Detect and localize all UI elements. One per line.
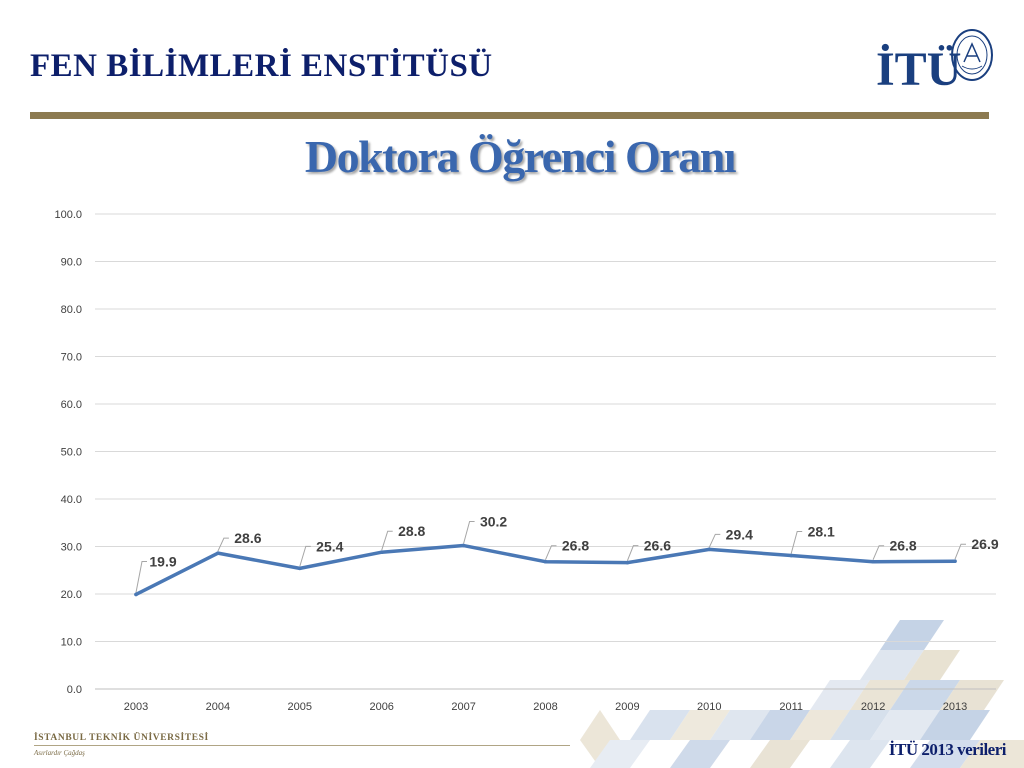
- data-point: [707, 547, 712, 552]
- data-label: 26.6: [644, 538, 671, 554]
- y-tick-label: 60.0: [61, 399, 82, 411]
- data-label: 28.6: [234, 530, 261, 546]
- data-point: [953, 559, 957, 564]
- x-tick-label: 2010: [697, 701, 721, 713]
- slide-title: Doktora Öğrenci Oranı: [304, 131, 737, 182]
- data-label-leader: [545, 545, 557, 560]
- data-point: [379, 550, 384, 554]
- data-label: 30.2: [480, 514, 507, 530]
- y-tick-label: 10.0: [61, 637, 82, 649]
- x-tick-label: 2006: [369, 701, 393, 713]
- header-rule: [30, 112, 989, 119]
- data-point: [216, 551, 220, 555]
- data-label: 26.8: [889, 538, 916, 554]
- data-label-leader: [381, 530, 393, 551]
- data-label: 25.4: [316, 538, 343, 554]
- x-tick-label: 2005: [288, 701, 312, 713]
- institute-title: FEN BİLİMLERİ ENSTİTÜSÜ: [30, 48, 493, 84]
- data-point: [298, 566, 302, 571]
- decorative-pattern: [580, 620, 1024, 768]
- y-tick-label: 100.0: [54, 209, 82, 221]
- data-point: [625, 560, 630, 565]
- y-tick-label: 30.0: [61, 542, 82, 554]
- data-label: 26.8: [562, 538, 589, 554]
- y-axis: 0.0 10.0 20.0 30.0 40.0 50.0 60.0 70.0 80.0 90.0 1…: [54, 209, 82, 696]
- data-labels: 19.9 28.6 25.4 28.8 30.2 26.8 26.6 29.4 28.1 26.8…: [149, 514, 998, 570]
- data-point: [543, 559, 548, 564]
- x-tick-label: 2008: [533, 701, 557, 713]
- x-tick-label: 2013: [943, 701, 967, 713]
- data-label-leader: [135, 560, 147, 593]
- data-point: [789, 553, 793, 558]
- logo-text: İTÜ: [876, 43, 962, 96]
- data-label-leader: [463, 521, 475, 544]
- chart-gridlines: [95, 213, 996, 690]
- x-tick-label: 2003: [124, 701, 148, 713]
- y-tick-label: 50.0: [61, 447, 82, 459]
- y-tick-label: 80.0: [61, 304, 82, 316]
- data-label-leader: [708, 533, 721, 548]
- x-tick-label: 2012: [861, 701, 885, 713]
- data-label: 28.1: [808, 524, 835, 540]
- data-label-leader: [790, 531, 803, 554]
- chart-series: [134, 543, 957, 597]
- y-tick-label: 90.0: [61, 257, 82, 269]
- data-label: 29.4: [726, 526, 753, 542]
- data-label-leader: [299, 545, 311, 567]
- footer-note: İTÜ 2013 verileri: [888, 740, 1007, 759]
- x-tick-label: 2007: [451, 701, 475, 713]
- x-tick-label: 2004: [206, 701, 230, 713]
- data-label: 26.9: [971, 536, 998, 552]
- data-point: [871, 559, 875, 564]
- footer-motto: Asırlardır Çağdaş: [34, 749, 85, 757]
- university-seal-icon: [951, 29, 993, 81]
- data-point: [134, 592, 138, 597]
- x-tick-label: 2009: [615, 701, 639, 713]
- series-line: [134, 543, 957, 597]
- y-tick-label: 0.0: [67, 684, 82, 696]
- data-label-leader: [217, 537, 229, 552]
- data-label-leader: [626, 545, 639, 561]
- y-tick-label: 70.0: [61, 352, 82, 364]
- itu-logo: İTÜ: [876, 28, 996, 98]
- data-label: 19.9: [149, 553, 176, 569]
- footer-rule: [34, 745, 570, 746]
- y-tick-label: 40.0: [61, 494, 82, 506]
- y-tick-label: 20.0: [61, 589, 82, 601]
- data-label: 28.8: [398, 523, 425, 539]
- data-label-leaders: [135, 521, 966, 593]
- data-point: [461, 543, 466, 548]
- data-label-leader: [872, 545, 885, 560]
- data-label-leader: [954, 543, 966, 560]
- line-chart: 0.0 10.0 20.0 30.0 40.0 50.0 60.0 70.0 80.0 90.0 1…: [54, 209, 998, 713]
- footer-university-name: İSTANBUL TEKNİK ÜNİVERSİTESİ: [34, 733, 209, 743]
- x-axis: 2003 2004 2005 2006 2007 2008 2009 2010 2011 2012…: [124, 701, 967, 713]
- x-tick-label: 2011: [779, 701, 803, 713]
